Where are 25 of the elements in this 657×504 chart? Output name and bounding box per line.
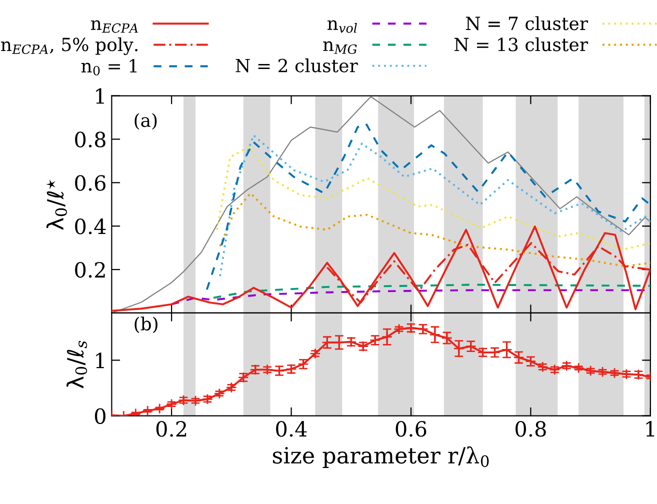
legend-label: n$_{MG}$ — [323, 41, 357, 54]
y-tick-label: 0 — [94, 408, 106, 424]
legend-label: N = 13 cluster — [454, 37, 588, 52]
annotation: (b) — [134, 316, 158, 334]
y-tick-label: 0.4 — [75, 218, 106, 234]
legend-label: n$_{0}$ = 1 — [81, 59, 137, 76]
x-tick-label: 0.2 — [156, 421, 186, 437]
y-tick-label: 0.8 — [75, 132, 106, 148]
y-axis-title: λ$_{0}$/ℓ$^{⋆}$ — [46, 179, 68, 230]
annotation: (a) — [134, 113, 157, 130]
legend-label: n$_{ECPA}$, 5% poly. — [1, 37, 138, 56]
y-tick-label: 0.6 — [75, 175, 106, 191]
x-tick-label: 1 — [646, 421, 654, 436]
legend-label: N = 2 cluster — [236, 58, 358, 72]
legend-label: N = 7 cluster — [466, 16, 588, 30]
legend-label: n$_{ECPA}$ — [90, 20, 138, 33]
x-tick-label: 0.4 — [276, 421, 307, 437]
y-tick-label: 1 — [96, 352, 104, 368]
y-tick-label: 0.2 — [75, 262, 105, 278]
y-tick-label: 1 — [96, 88, 104, 104]
legend-label: n$_{vol}$ — [327, 20, 357, 33]
x-tick-label: 0.8 — [516, 421, 546, 437]
x-axis-title: size parameter r/λ$_{0}$ — [272, 446, 489, 468]
y-axis-title: λ$_{0}$/ℓ$_{s}$ — [66, 340, 88, 388]
x-tick-label: 0.6 — [396, 421, 426, 437]
